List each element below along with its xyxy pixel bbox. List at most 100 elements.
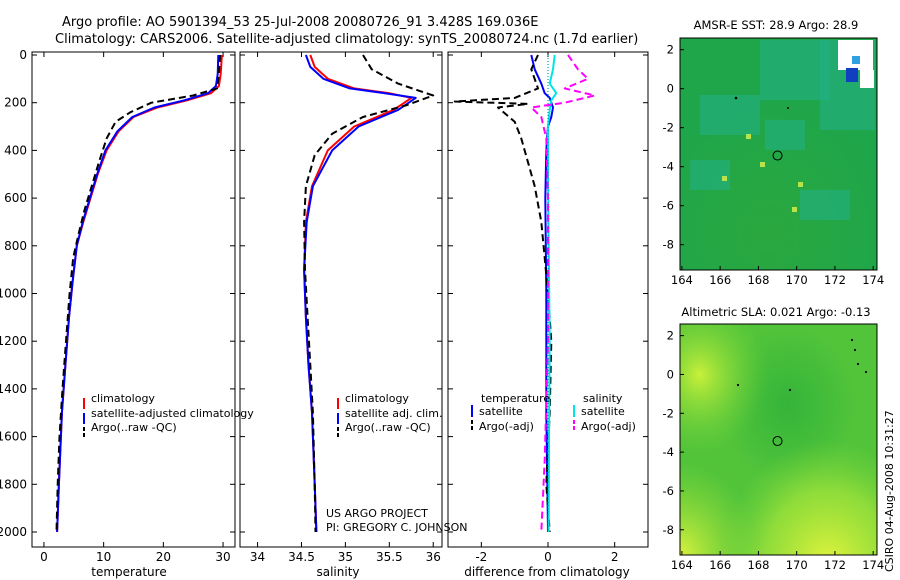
salinity-xlabel: salinity bbox=[316, 565, 359, 579]
map-x-tick-label: 166 bbox=[709, 273, 731, 287]
y-tick-label: 0 bbox=[19, 48, 27, 62]
temperature-legend: climatology satellite-adjusted climatolo… bbox=[83, 392, 254, 438]
float-position-marker bbox=[772, 436, 783, 447]
legend-label-temp-argo: Argo(-adj) bbox=[479, 420, 534, 433]
credit-pi: PI: GREGORY C. JOHNSON bbox=[326, 521, 467, 534]
legend-header-salinity: salinity bbox=[583, 392, 623, 405]
map-y-tick-label: 0 bbox=[667, 82, 674, 96]
x-tick-label: 0 bbox=[544, 550, 552, 564]
map-y-tick-label: -2 bbox=[663, 121, 674, 135]
series-line-temperature-argo-adj- bbox=[453, 54, 553, 533]
sla-map-frame bbox=[679, 323, 878, 556]
island-dot bbox=[787, 107, 789, 109]
sst-map-panel: AMSR-E SST: 28.9 Argo: 28.9 164 166 168 170… bbox=[663, 18, 885, 287]
y-tick-label: 800 bbox=[4, 239, 27, 253]
series-line-climatology bbox=[56, 54, 223, 533]
x-tick-label: 20 bbox=[156, 550, 171, 564]
series-line-argo-raw-qc- bbox=[303, 54, 435, 533]
map-x-tick-label: 168 bbox=[747, 558, 769, 572]
credit-project: US ARGO PROJECT bbox=[326, 507, 428, 520]
legend-label-climatology: climatology bbox=[345, 392, 409, 405]
sst-nodata-cell bbox=[860, 70, 874, 88]
map-y-tick-label: 0 bbox=[667, 367, 674, 381]
sst-warm-patch bbox=[800, 190, 850, 220]
legend-label-satellite: satellite-adjusted climatology bbox=[91, 407, 254, 420]
salinity-axes-frame bbox=[239, 51, 443, 548]
difference-xlabel: difference from climatology bbox=[464, 565, 630, 579]
sst-warm-patch bbox=[690, 160, 730, 190]
y-tick-label: 1400 bbox=[0, 382, 27, 396]
sst-warm-patch bbox=[760, 40, 830, 100]
y-tick-label: 600 bbox=[4, 191, 27, 205]
y-tick-label: 400 bbox=[4, 143, 27, 157]
x-tick-label: 30 bbox=[215, 550, 230, 564]
x-tick-label: 35.5 bbox=[376, 550, 403, 564]
sla-map-shading-sw bbox=[680, 324, 877, 555]
island-dot bbox=[788, 388, 792, 392]
sst-speckle bbox=[798, 182, 803, 187]
map-y-tick-label: -6 bbox=[663, 484, 674, 498]
temperature-panel: 0 10 20 30 0 200 400 600 800 1000 1200 1400 1600 1800… bbox=[0, 48, 254, 579]
legend-label-temp-satellite: satellite bbox=[479, 405, 523, 418]
series-line-salinity-satellite bbox=[547, 54, 558, 533]
y-tick-label: 1000 bbox=[0, 287, 27, 301]
map-y-tick-label: -4 bbox=[663, 160, 674, 174]
sla-map-cells bbox=[736, 338, 868, 447]
y-tick-label: 200 bbox=[4, 96, 27, 110]
salinity-panel: 34 34.5 35 35.5 36 salinity climatology sate… bbox=[239, 51, 467, 579]
series-line-salinity-argo-adj- bbox=[530, 54, 596, 533]
figure-title-line1: Argo profile: AO 5901394_53 25-Jul-2008 … bbox=[62, 15, 539, 30]
map-y-tick-label: -8 bbox=[663, 523, 674, 537]
island-dot bbox=[856, 362, 860, 366]
y-tick-label: 2000 bbox=[0, 525, 27, 539]
x-tick-label: 36 bbox=[426, 550, 441, 564]
sst-warm-patch bbox=[765, 120, 805, 150]
series-line-temperature-satellite bbox=[530, 54, 554, 533]
map-x-tick-label: 174 bbox=[862, 273, 884, 287]
map-y-tick-label: -6 bbox=[663, 199, 674, 213]
sst-speckle bbox=[760, 162, 765, 167]
salinity-legend: climatology satellite adj. clim. Argo(..… bbox=[337, 392, 442, 438]
x-tick-label: 35 bbox=[338, 550, 353, 564]
legend-label-argo: Argo(..raw -QC) bbox=[345, 421, 431, 434]
map-x-tick-label: 166 bbox=[709, 558, 731, 572]
figure-title-line2: Climatology: CARS2006. Satellite-adjuste… bbox=[55, 32, 638, 47]
map-y-tick-label: -8 bbox=[663, 238, 674, 252]
legend-label-argo: Argo(..raw -QC) bbox=[91, 421, 177, 434]
map-y-tick-label: 2 bbox=[667, 329, 674, 343]
sst-warm-patch bbox=[700, 95, 760, 135]
sst-map-cells bbox=[690, 40, 875, 220]
sst-cold-cell bbox=[852, 56, 860, 64]
map-x-tick-label: 172 bbox=[824, 273, 846, 287]
map-x-tick-label: 170 bbox=[786, 273, 808, 287]
island-dot bbox=[734, 96, 738, 100]
legend-header-temperature: temperature bbox=[481, 392, 550, 405]
x-tick-label: 2 bbox=[611, 550, 619, 564]
x-tick-label: -2 bbox=[475, 550, 487, 564]
x-tick-label: 0 bbox=[40, 550, 48, 564]
y-tick-label: 1800 bbox=[0, 477, 27, 491]
island-dot bbox=[736, 383, 740, 387]
sst-speckle bbox=[792, 207, 797, 212]
x-tick-label: 10 bbox=[96, 550, 111, 564]
temperature-xlabel: temperature bbox=[91, 565, 166, 579]
x-tick-label: 34 bbox=[250, 550, 265, 564]
legend-label-climatology: climatology bbox=[91, 392, 155, 405]
map-x-tick-label: 168 bbox=[747, 273, 769, 287]
island-dot bbox=[864, 370, 868, 374]
map-y-tick-label: -2 bbox=[663, 406, 674, 420]
series-line-satellite-adjusted-climatology bbox=[56, 54, 220, 533]
sla-map-title: Altimetric SLA: 0.021 Argo: -0.13 bbox=[681, 305, 870, 319]
island-dot bbox=[850, 338, 854, 342]
sst-map-title: AMSR-E SST: 28.9 Argo: 28.9 bbox=[694, 18, 859, 32]
sst-speckle bbox=[746, 134, 751, 139]
y-tick-label: 1600 bbox=[0, 430, 27, 444]
legend-label-satellite: satellite adj. clim. bbox=[345, 407, 442, 420]
timestamp-side-label: CSIRO 04-Aug-2008 10:31:27 bbox=[883, 410, 896, 572]
sst-speckle bbox=[722, 176, 727, 181]
map-x-tick-label: 172 bbox=[824, 558, 846, 572]
sst-cold-cell bbox=[846, 68, 858, 82]
map-y-tick-label: -4 bbox=[663, 445, 674, 459]
island-dot bbox=[853, 348, 857, 352]
